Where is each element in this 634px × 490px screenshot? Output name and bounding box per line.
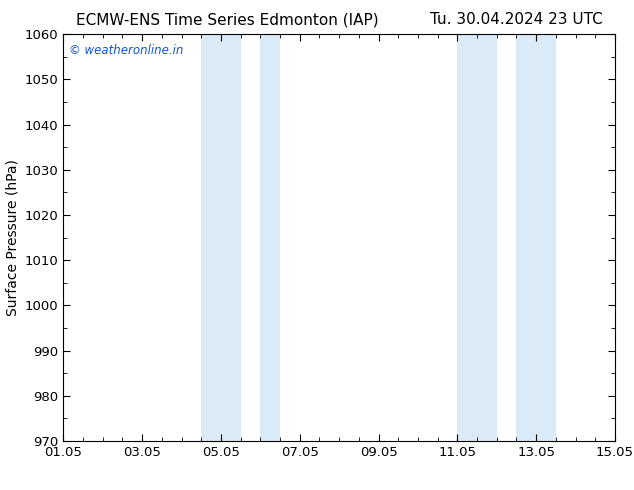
Text: © weatheronline.in: © weatheronline.in: [69, 45, 183, 57]
Bar: [261, 34, 280, 441]
Text: Tu. 30.04.2024 23 UTC: Tu. 30.04.2024 23 UTC: [430, 12, 602, 27]
Bar: [457, 34, 497, 441]
Bar: [517, 34, 556, 441]
Y-axis label: Surface Pressure (hPa): Surface Pressure (hPa): [5, 159, 19, 316]
Text: ECMW-ENS Time Series Edmonton (IAP): ECMW-ENS Time Series Edmonton (IAP): [76, 12, 378, 27]
Bar: [202, 34, 241, 441]
